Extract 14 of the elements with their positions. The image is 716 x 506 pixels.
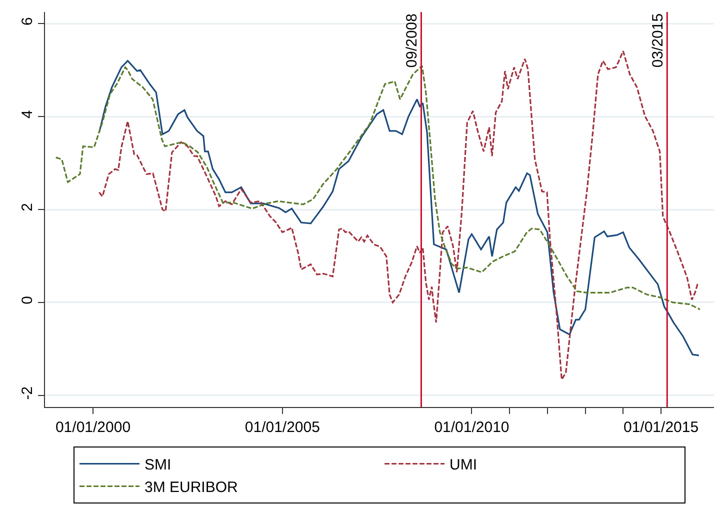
- y-tick-label: 0: [19, 296, 36, 304]
- x-tick-label: 01/01/2005: [244, 419, 320, 436]
- x-tick-label: 01/01/2015: [623, 419, 699, 436]
- y-tick-label: -2: [19, 386, 36, 400]
- legend-label: 3M EURIBOR: [144, 479, 238, 496]
- y-tick-label: 2: [19, 203, 36, 212]
- y-tick-label: 4: [19, 110, 36, 118]
- legend-label: UMI: [450, 456, 477, 474]
- legend-label: SMI: [144, 456, 172, 474]
- x-tick-label: 01/01/2010: [434, 419, 510, 436]
- y-tick-label: 6: [19, 17, 36, 26]
- ref-line-label: 09/2008: [404, 13, 421, 68]
- x-tick-label: 01/01/2000: [55, 419, 131, 436]
- ref-line-label: 03/2015: [650, 13, 667, 68]
